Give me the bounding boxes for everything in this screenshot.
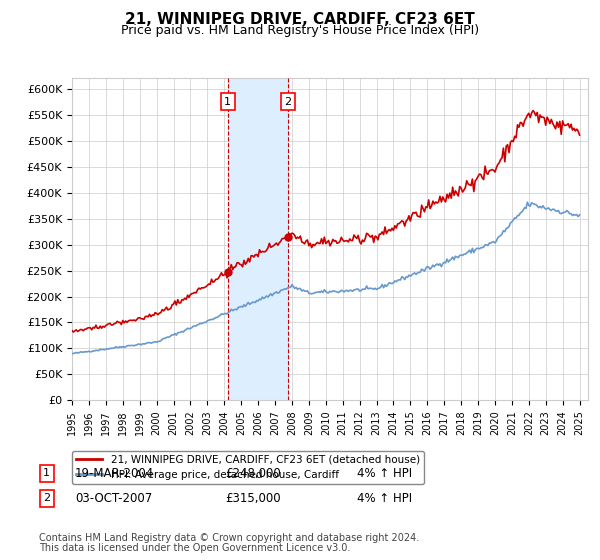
Text: 2: 2 bbox=[43, 493, 50, 503]
Bar bbox=[228, 78, 288, 400]
Text: £248,000: £248,000 bbox=[225, 466, 281, 480]
Text: Contains HM Land Registry data © Crown copyright and database right 2024.: Contains HM Land Registry data © Crown c… bbox=[39, 533, 419, 543]
Text: 4% ↑ HPI: 4% ↑ HPI bbox=[357, 492, 412, 505]
Text: This data is licensed under the Open Government Licence v3.0.: This data is licensed under the Open Gov… bbox=[39, 543, 350, 553]
Text: Price paid vs. HM Land Registry's House Price Index (HPI): Price paid vs. HM Land Registry's House … bbox=[121, 24, 479, 37]
Text: 03-OCT-2007: 03-OCT-2007 bbox=[75, 492, 152, 505]
Text: 4% ↑ HPI: 4% ↑ HPI bbox=[357, 466, 412, 480]
Text: £315,000: £315,000 bbox=[225, 492, 281, 505]
Text: 19-MAR-2004: 19-MAR-2004 bbox=[75, 466, 154, 480]
Text: 1: 1 bbox=[224, 97, 232, 107]
Legend: 21, WINNIPEG DRIVE, CARDIFF, CF23 6ET (detached house), HPI: Average price, deta: 21, WINNIPEG DRIVE, CARDIFF, CF23 6ET (d… bbox=[72, 451, 424, 484]
Text: 1: 1 bbox=[43, 468, 50, 478]
Text: 2: 2 bbox=[284, 97, 291, 107]
Text: 21, WINNIPEG DRIVE, CARDIFF, CF23 6ET: 21, WINNIPEG DRIVE, CARDIFF, CF23 6ET bbox=[125, 12, 475, 27]
